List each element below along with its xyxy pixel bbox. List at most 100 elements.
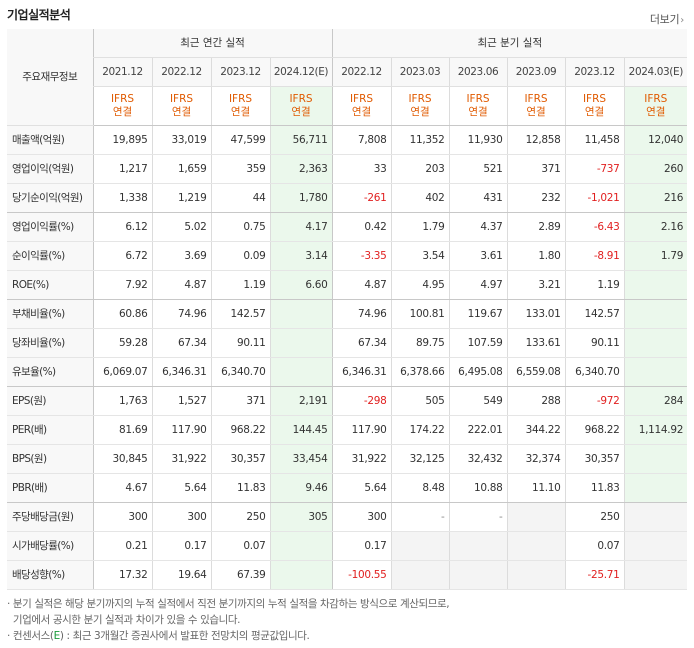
table-cell: 232 <box>506 183 566 213</box>
table-cell: 4.87 <box>331 270 392 300</box>
table-cell <box>390 560 450 590</box>
footnote-3: · 컨센서스(E) : 최근 3개월간 증권사에서 발표한 전망치의 평균값입니… <box>7 628 449 644</box>
table-cell <box>623 299 688 329</box>
table-cell: 4.87 <box>151 270 211 300</box>
table-row: 영업이익(억원) 1,217 1,659 359 2,363 33 203 521 371 -73… <box>7 154 688 184</box>
table-cell: 3.61 <box>448 241 508 271</box>
ifrs-label: IFRS 연결 <box>448 86 508 126</box>
period-header: 2024.12(E) <box>269 57 333 87</box>
ifrs-label: IFRS 연결 <box>331 86 392 126</box>
table-cell: 359 <box>210 154 270 184</box>
ifrs-bottom: 연결 <box>351 106 372 118</box>
period-header: 2023.12 <box>564 57 625 87</box>
row-label: 순이익률(%) <box>7 241 93 271</box>
table-cell: 1,659 <box>151 154 211 184</box>
table-row: ROE(%) 7.92 4.87 1.19 6.60 4.87 4.95 4.97 3.21 1.… <box>7 270 688 300</box>
ifrs-bottom: 연결 <box>410 106 430 118</box>
ifrs-bottom: 연결 <box>230 106 251 118</box>
table-cell: 1,219 <box>151 183 211 213</box>
table-cell <box>269 357 333 387</box>
table-cell: 1.80 <box>506 241 566 271</box>
table-cell: 9.46 <box>269 473 333 503</box>
row-label: 영업이익(억원) <box>7 154 93 184</box>
row-label: 배당성향(%) <box>7 560 93 590</box>
row-label: 영업이익률(%) <box>7 212 93 242</box>
ifrs-top: IFRS <box>289 93 313 105</box>
group-annual: 최근 연간 실적 <box>92 29 333 58</box>
table-cell: 1,527 <box>151 386 211 416</box>
table-cell: 0.17 <box>331 531 392 561</box>
table-cell: 117.90 <box>331 415 392 445</box>
table-cell: 6,346.31 <box>331 357 392 387</box>
table-cell: 2,191 <box>269 386 333 416</box>
more-link[interactable]: 더보기› <box>650 11 684 27</box>
ifrs-bottom: 연결 <box>646 106 666 118</box>
ifrs-bottom: 연결 <box>468 106 488 118</box>
table-cell: -25.71 <box>564 560 625 590</box>
table-cell: 2.89 <box>506 212 566 242</box>
table-cell: 0.21 <box>92 531 152 561</box>
table-cell: -972 <box>564 386 625 416</box>
table-cell <box>506 531 566 561</box>
period-header: 2021.12 <box>92 57 152 87</box>
table-cell: 10.88 <box>448 473 508 503</box>
table-cell: 521 <box>448 154 508 184</box>
ifrs-top: IFRS <box>644 93 668 105</box>
table-cell: - <box>390 502 450 532</box>
period-header: 2024.03(E) <box>623 57 688 87</box>
table-cell <box>623 473 688 503</box>
table-cell: 260 <box>623 154 688 184</box>
table-cell: 3.69 <box>151 241 211 271</box>
table-cell: 6.72 <box>92 241 152 271</box>
footnote-2: 기업에서 공시한 분기 실적과 차이가 있을 수 있습니다. <box>7 614 241 626</box>
table-row: EPS(원) 1,763 1,527 371 2,191 -298 505 549 288 -97… <box>7 386 688 416</box>
table-cell: 0.09 <box>210 241 270 271</box>
table-row: 순이익률(%) 6.72 3.69 0.09 3.14 -3.35 3.54 3.61 1.80… <box>7 241 688 271</box>
ifrs-label: IFRS 연결 <box>92 86 152 126</box>
table-cell: 0.17 <box>151 531 211 561</box>
table-cell: 19,895 <box>92 125 152 155</box>
table-cell: 0.42 <box>331 212 392 242</box>
table-cell: 0.07 <box>564 531 625 561</box>
table-cell: 968.22 <box>564 415 625 445</box>
table-cell: 60.86 <box>92 299 152 329</box>
table-cell: 250 <box>564 502 625 532</box>
chevron-right-icon: › <box>680 15 684 26</box>
table-cell: 4.17 <box>269 212 333 242</box>
table-cell <box>390 531 450 561</box>
table-row: 당좌비율(%) 59.28 67.34 90.11 67.34 89.75 107.59 13… <box>7 328 688 358</box>
table-cell: -100.55 <box>331 560 392 590</box>
table-row: 시가배당률(%) 0.21 0.17 0.07 0.17 0.07 <box>7 531 688 561</box>
table-cell: 371 <box>210 386 270 416</box>
period-header: 2022.12 <box>151 57 211 87</box>
table-cell: 133.61 <box>506 328 566 358</box>
row-label: 주당배당금(원) <box>7 502 93 532</box>
ifrs-top: IFRS <box>169 93 194 105</box>
table-cell: 6,495.08 <box>448 357 508 387</box>
table-cell: 11,930 <box>448 125 508 155</box>
table-cell: 67.39 <box>210 560 270 590</box>
row-label: ROE(%) <box>7 270 93 300</box>
row-label: 당좌비율(%) <box>7 328 93 358</box>
table-cell: 133.01 <box>506 299 566 329</box>
table-cell: 90.11 <box>210 328 270 358</box>
footnotes: · 분기 실적은 해당 분기까지의 누적 실적에서 직전 분기까지의 누적 실적… <box>7 596 450 644</box>
period-header: 2023.06 <box>448 57 508 87</box>
table-cell: 47,599 <box>210 125 270 155</box>
table-row: 배당성향(%) 17.32 19.64 67.39 -100.55 -25.71 <box>7 560 688 590</box>
table-cell: 174.22 <box>390 415 450 445</box>
table-cell: 305 <box>269 502 333 532</box>
footnote-3-prefix: · 컨센서스( <box>7 630 54 642</box>
table-cell: 67.34 <box>151 328 211 358</box>
table-cell: 300 <box>92 502 152 532</box>
table-cell: 107.59 <box>448 328 508 358</box>
table-cell: 3.54 <box>390 241 450 271</box>
table-cell <box>623 270 688 300</box>
ifrs-label: IFRS 연결 <box>151 86 211 126</box>
table-cell: 56,711 <box>269 125 333 155</box>
table-cell: 89.75 <box>390 328 450 358</box>
table-cell: 0.75 <box>210 212 270 242</box>
row-label: EPS(원) <box>7 386 93 416</box>
ifrs-bottom: 연결 <box>171 106 192 118</box>
table-cell: 4.67 <box>92 473 152 503</box>
